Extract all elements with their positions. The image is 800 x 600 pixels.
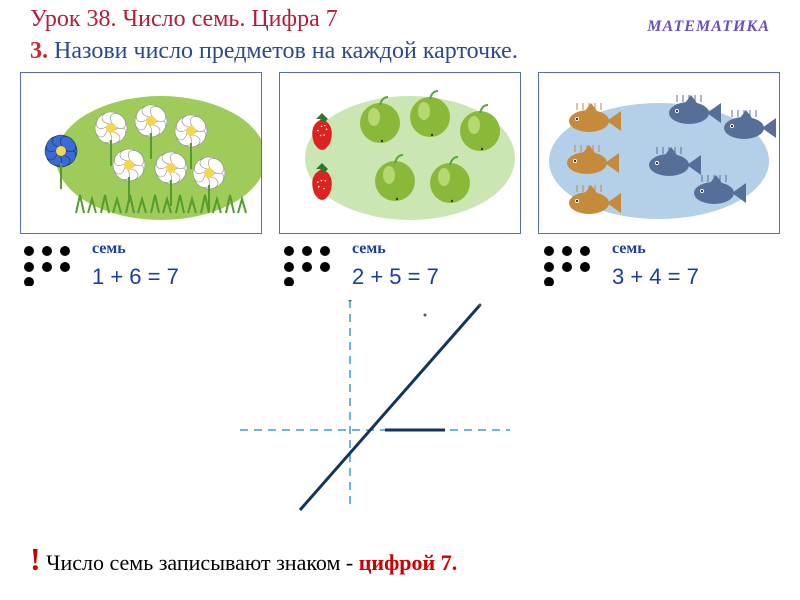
equation-0: 1 + 6 = 7 bbox=[92, 264, 179, 290]
bottom-answer: цифрой 7. bbox=[359, 550, 457, 575]
seven-construction bbox=[180, 300, 600, 520]
task-line: 3. Назови число предметов на каждой карт… bbox=[30, 38, 518, 65]
card-flowers bbox=[20, 72, 262, 234]
bottom-note: ! Число семь записывают знаком - цифрой … bbox=[30, 541, 457, 578]
equation-2: 3 + 4 = 7 bbox=[612, 264, 699, 290]
wordnum-2: семь bbox=[612, 240, 699, 258]
exclamation-icon: ! bbox=[30, 541, 41, 577]
domino-0 bbox=[20, 242, 78, 286]
cards-row bbox=[20, 72, 780, 234]
below-2: семь 3 + 4 = 7 bbox=[540, 240, 780, 290]
bottom-text: Число семь записывают знаком - bbox=[41, 550, 359, 575]
lesson-title: Урок 38. Число семь. Цифра 7 bbox=[30, 6, 338, 33]
wordnum-1: семь bbox=[352, 240, 439, 258]
below-row: семь 1 + 6 = 7 семь 2 + 5 = 7 семь 3 + 4… bbox=[20, 240, 780, 290]
domino-1 bbox=[280, 242, 338, 286]
domino-2 bbox=[540, 242, 598, 286]
below-0: семь 1 + 6 = 7 bbox=[20, 240, 260, 290]
task-text: Назови число предметов на каждой карточк… bbox=[48, 38, 518, 64]
below-1: семь 2 + 5 = 7 bbox=[280, 240, 520, 290]
subject-label: МАТЕМАТИКА bbox=[647, 18, 770, 36]
card-fruits bbox=[279, 72, 521, 234]
page: Урок 38. Число семь. Цифра 7 МАТЕМАТИКА … bbox=[0, 0, 800, 600]
task-number: 3. bbox=[30, 38, 48, 64]
equation-1: 2 + 5 = 7 bbox=[352, 264, 439, 290]
card-fish bbox=[538, 72, 780, 234]
wordnum-0: семь bbox=[92, 240, 179, 258]
